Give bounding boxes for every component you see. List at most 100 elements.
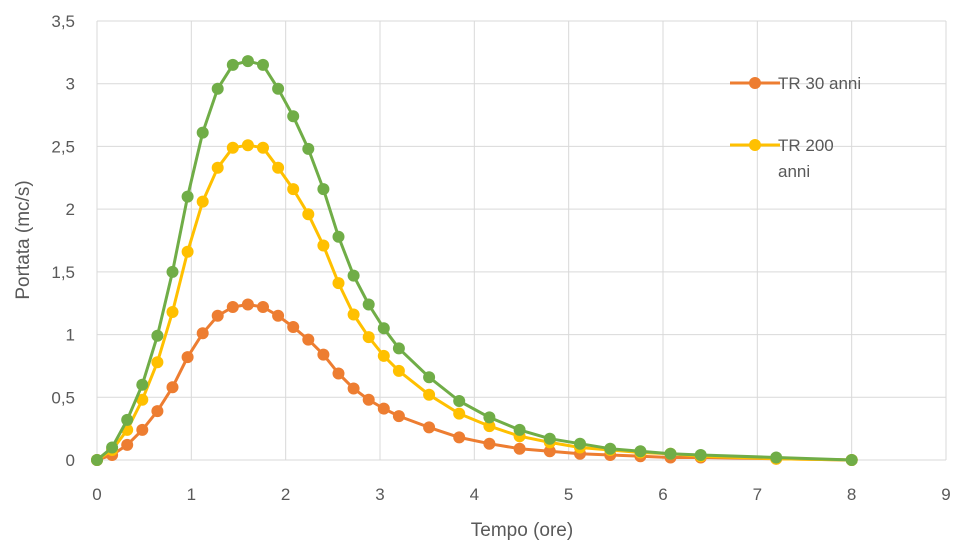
data-point-s1-20 xyxy=(392,364,405,377)
series-2 xyxy=(91,55,858,466)
data-point-s1-14 xyxy=(302,208,315,221)
legend-label-tr30: TR 30 anni xyxy=(778,74,861,93)
data-point-s1-18 xyxy=(362,331,375,344)
data-point-s1-6 xyxy=(181,245,194,258)
y-tick-label: 3 xyxy=(66,75,75,94)
y-tick-label: 2 xyxy=(66,200,75,219)
data-point-s2-24 xyxy=(513,423,526,436)
data-point-s2-28 xyxy=(634,445,647,458)
series-group xyxy=(91,55,858,466)
data-point-s2-11 xyxy=(257,58,269,71)
x-tick-label: 9 xyxy=(941,485,950,504)
x-tick-labels: 0 1 2 3 4 5 6 7 8 9 xyxy=(92,485,950,504)
data-point-s2-26 xyxy=(574,437,586,450)
y-tick-label: 3,5 xyxy=(51,12,75,31)
data-point-s0-19 xyxy=(377,402,390,415)
x-tick-label: 7 xyxy=(753,485,762,504)
data-point-s0-23 xyxy=(483,437,496,450)
data-point-s2-10 xyxy=(241,55,254,68)
data-point-s1-15 xyxy=(317,239,330,252)
data-point-s2-21 xyxy=(423,371,436,384)
data-point-s1-21 xyxy=(423,388,436,401)
data-point-s2-12 xyxy=(272,82,285,95)
data-point-s0-21 xyxy=(423,421,436,434)
data-point-s2-5 xyxy=(166,265,179,278)
data-point-s1-11 xyxy=(257,141,269,154)
data-point-s1-13 xyxy=(287,183,300,196)
data-point-s0-18 xyxy=(362,393,375,406)
data-point-s2-22 xyxy=(453,395,466,407)
x-tick-label: 5 xyxy=(564,485,573,504)
data-point-s0-9 xyxy=(226,301,239,313)
data-point-s1-17 xyxy=(347,308,360,321)
data-point-s2-27 xyxy=(604,442,617,455)
data-point-s0-6 xyxy=(181,351,194,364)
data-point-s2-29 xyxy=(664,447,677,460)
data-point-s2-20 xyxy=(392,342,405,355)
legend-swatch-marker-tr30 xyxy=(749,77,761,89)
data-point-s2-0 xyxy=(91,454,103,466)
data-point-s0-17 xyxy=(347,382,360,395)
data-point-s2-7 xyxy=(196,126,209,139)
y-tick-labels: 0 0,5 1 1,5 2 2,5 3 3,5 xyxy=(51,12,75,470)
data-point-s0-20 xyxy=(392,410,405,423)
data-point-s2-32 xyxy=(845,454,858,466)
data-point-s1-12 xyxy=(272,161,285,174)
data-point-s2-18 xyxy=(362,298,375,311)
data-point-s0-14 xyxy=(302,333,315,346)
data-point-s0-8 xyxy=(211,309,224,322)
data-point-s2-14 xyxy=(302,142,315,155)
y-tick-label: 1 xyxy=(66,326,75,345)
data-point-s0-2 xyxy=(121,438,134,451)
legend-label-tr200-line1: TR 200 xyxy=(778,136,834,155)
y-tick-label: 0 xyxy=(66,451,75,470)
x-tick-label: 4 xyxy=(470,485,479,504)
data-point-s2-8 xyxy=(211,82,224,95)
data-point-s2-6 xyxy=(181,190,194,203)
data-point-s0-4 xyxy=(151,405,164,418)
data-point-s1-19 xyxy=(377,349,390,362)
x-tick-label: 6 xyxy=(658,485,667,504)
data-point-s2-30 xyxy=(694,449,707,461)
data-point-s1-4 xyxy=(151,356,164,369)
x-tick-label: 3 xyxy=(375,485,384,504)
data-point-s2-31 xyxy=(770,451,783,464)
data-point-s0-24 xyxy=(513,442,526,455)
data-point-s2-17 xyxy=(347,269,360,282)
data-point-s1-7 xyxy=(196,195,209,208)
data-point-s0-13 xyxy=(287,321,300,333)
data-point-s0-3 xyxy=(136,423,149,436)
x-tick-label: 2 xyxy=(281,485,290,504)
gridlines xyxy=(96,20,947,461)
x-axis-title: Tempo (ore) xyxy=(471,520,573,541)
data-point-s0-10 xyxy=(241,298,254,311)
data-point-s0-5 xyxy=(166,381,179,394)
data-point-s2-16 xyxy=(332,230,345,243)
legend-label-tr200-line2: anni xyxy=(778,162,810,181)
data-point-s0-16 xyxy=(332,367,345,380)
data-point-s1-5 xyxy=(166,306,179,318)
data-point-s0-12 xyxy=(272,309,285,322)
data-point-s2-19 xyxy=(377,322,390,335)
data-point-s0-11 xyxy=(257,301,269,313)
data-point-s2-15 xyxy=(317,183,330,196)
data-point-s1-3 xyxy=(136,393,149,406)
data-point-s1-23 xyxy=(483,420,496,433)
data-point-s1-8 xyxy=(211,161,224,174)
legend-swatch-marker-tr200 xyxy=(749,139,761,151)
data-point-s0-22 xyxy=(453,431,466,444)
data-point-s0-25 xyxy=(543,445,556,458)
y-axis-title: Portata (mc/s) xyxy=(13,180,34,299)
data-point-s2-25 xyxy=(543,432,556,445)
data-point-s1-16 xyxy=(332,277,345,290)
data-point-s2-23 xyxy=(483,411,496,424)
data-point-s1-9 xyxy=(226,141,239,154)
x-tick-label: 8 xyxy=(847,485,856,504)
data-point-s2-13 xyxy=(287,110,300,123)
data-point-s1-22 xyxy=(453,407,466,420)
y-tick-label: 0,5 xyxy=(51,388,75,407)
x-tick-label: 0 xyxy=(92,485,101,504)
legend: TR 30 anni TR 200 anni xyxy=(730,74,861,181)
data-point-s2-9 xyxy=(226,58,239,71)
